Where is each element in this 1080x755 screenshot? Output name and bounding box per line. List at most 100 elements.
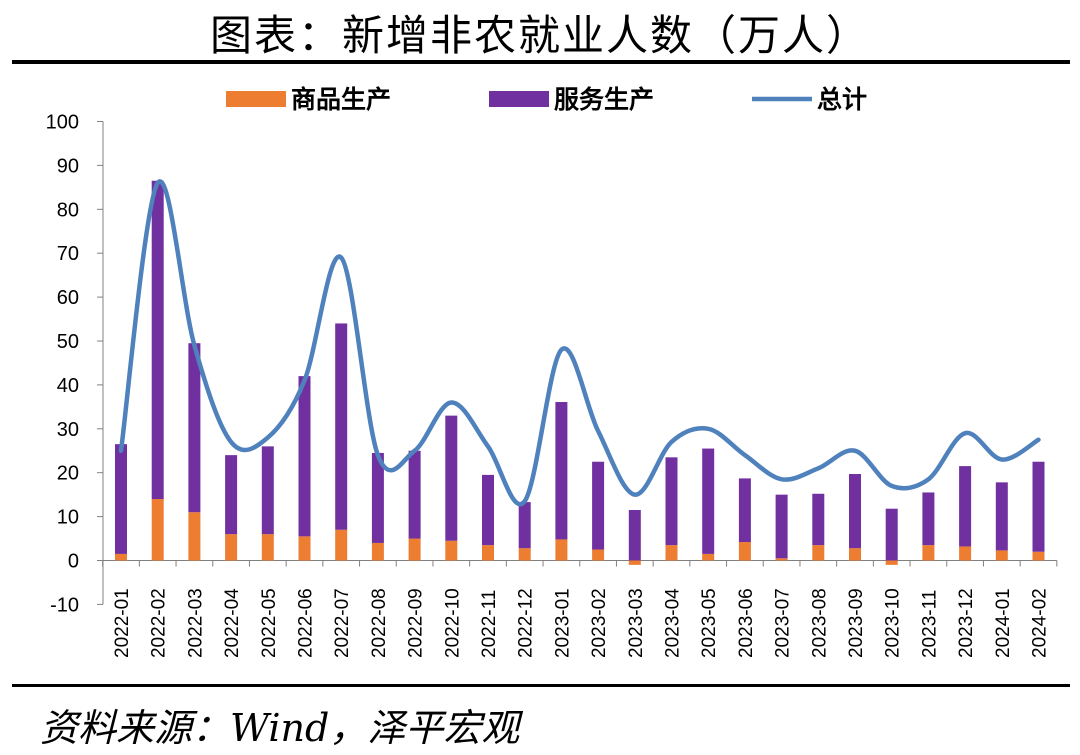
legend-label-total: 总计 [817, 86, 867, 114]
x-tick-label: 2023-01 [552, 588, 573, 658]
y-tick-label: 30 [57, 419, 79, 441]
bar-services [115, 444, 127, 554]
top-rule [12, 60, 1070, 64]
bar-goods [151, 499, 164, 561]
y-tick-label: 10 [57, 507, 79, 529]
y-tick-label: -10 [50, 594, 79, 616]
x-tick-label: 2023-07 [773, 588, 794, 658]
x-tick-label: 2023-12 [956, 588, 977, 658]
x-tick-label: 2023-09 [846, 588, 867, 658]
x-tick-label: 2023-03 [626, 588, 647, 658]
bar-goods [482, 545, 494, 561]
bar-services [482, 474, 494, 546]
bar-services [335, 323, 348, 530]
y-tick-label: 20 [57, 463, 79, 485]
legend-swatch-services [489, 91, 549, 107]
bar-services [518, 502, 531, 549]
bar-goods [702, 553, 715, 561]
bar-goods [995, 550, 1008, 561]
bar-services [408, 450, 421, 539]
bar-services [445, 415, 458, 541]
bar-goods [115, 553, 127, 561]
x-tick-label: 2022-02 [149, 588, 170, 658]
y-tick-label: 0 [68, 551, 79, 573]
bar-goods [885, 560, 898, 565]
bar-services [849, 474, 861, 549]
x-tick-label: 2022-04 [222, 588, 243, 658]
bar-goods [959, 546, 972, 561]
bar-goods [849, 548, 861, 561]
x-tick-label: 2024-02 [1030, 588, 1051, 658]
bar-goods [518, 548, 531, 561]
total-line [118, 179, 1041, 507]
x-tick-label: 2023-02 [589, 588, 610, 658]
bar-services [151, 180, 164, 500]
bar-services [922, 492, 935, 546]
bar-goods [922, 545, 935, 561]
legend-label-services: 服务生产 [554, 86, 654, 114]
y-tick-label: 90 [57, 155, 79, 177]
x-tick-label: 2022-03 [185, 588, 206, 658]
bar-goods [298, 536, 311, 561]
legend: 商品生产 服务生产 总计 [226, 85, 867, 114]
bar-goods [812, 545, 825, 561]
y-tick-label: 80 [57, 199, 79, 221]
x-tick-label: 2024-01 [993, 588, 1014, 658]
bar-services [225, 455, 238, 535]
x-tick-label: 2022-01 [112, 588, 133, 658]
y-tick-label: 50 [57, 331, 79, 353]
x-tick-label: 2022-12 [516, 588, 537, 658]
bar-services [261, 446, 274, 535]
bar-services [555, 402, 568, 540]
x-tick-label: 2022-06 [296, 588, 317, 658]
bar-goods [188, 512, 201, 561]
bar-services [665, 457, 678, 546]
x-tick-label: 2023-04 [663, 588, 684, 658]
bar-goods [775, 558, 788, 561]
y-tick-label: 60 [57, 287, 79, 309]
x-tick-label: 2023-08 [809, 588, 830, 658]
y-tick-label: 40 [57, 375, 79, 397]
bar-services [995, 482, 1008, 551]
bar-services [812, 493, 825, 546]
chart: 商品生产 服务生产 总计 -10 0 10 20 30 40 50 60 70 80 90 100 20… [46, 85, 1058, 658]
bar-goods [1032, 551, 1045, 561]
x-tick-label: 2023-10 [883, 588, 904, 658]
x-tick-label: 2022-10 [442, 588, 463, 658]
x-tick-label: 2022-08 [369, 588, 390, 658]
x-tick-label: 2022-05 [259, 588, 280, 658]
bar-goods [408, 538, 421, 561]
bar-services [738, 478, 751, 543]
plot-area: -10 0 10 20 30 40 50 60 70 80 90 100 2022-01 2022-02 2… [46, 112, 1058, 658]
bar-services [959, 466, 972, 547]
x-tick-label: 2023-06 [736, 588, 757, 658]
bar-services [885, 508, 898, 561]
chart-title: 图表：新增非农就业人数（万人） [209, 11, 870, 60]
bar-services [775, 494, 788, 559]
x-tick-label: 2022-09 [406, 588, 427, 658]
source-note: 资料来源：Wind，泽平宏观 [40, 706, 520, 750]
bar-goods [592, 549, 605, 561]
bar-goods [738, 542, 751, 561]
bar-goods [225, 534, 238, 561]
bar-goods [665, 545, 678, 561]
x-tick-label: 2022-07 [332, 588, 353, 658]
bar-services [702, 448, 715, 554]
x-tick-label: 2023-11 [919, 590, 940, 658]
bar-services [592, 461, 605, 550]
bar-goods [335, 529, 348, 561]
y-tick-label: 70 [57, 243, 79, 265]
bar-services [628, 510, 641, 561]
bar-goods [555, 539, 568, 561]
bar-goods [628, 560, 641, 565]
x-tick-label: 2022-11 [479, 590, 500, 658]
bottom-rule [12, 684, 1070, 687]
bar-services [298, 376, 311, 537]
bar-goods [261, 534, 274, 561]
bar-goods [371, 542, 384, 561]
bar-services [188, 343, 201, 513]
bar-services [371, 452, 384, 543]
y-tick-label: 100 [46, 112, 79, 134]
bar-services [1032, 461, 1045, 552]
legend-swatch-goods [226, 91, 286, 107]
